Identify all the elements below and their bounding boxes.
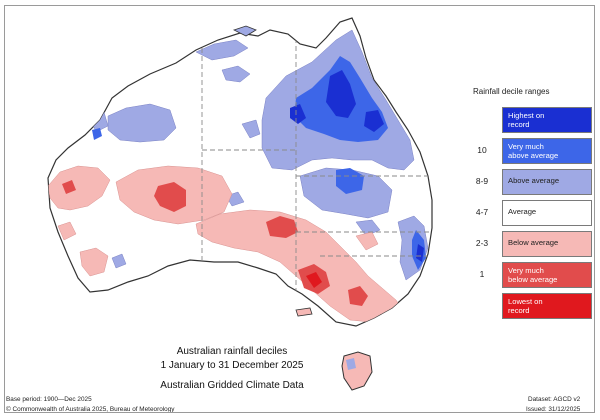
legend-row: 10 Very much above average: [465, 135, 597, 166]
kangaroo-island: [295, 307, 313, 317]
legend-decile-label: 8-9: [475, 176, 489, 186]
legend-swatch: Very much above average: [502, 138, 592, 164]
legend-swatch: Below average: [502, 231, 592, 257]
legend-swatch: Highest on record: [502, 107, 592, 133]
legend-label-line2: below average: [508, 275, 558, 284]
legend-label-line1: Above average: [508, 176, 560, 185]
legend-label-line2: above average: [508, 151, 559, 160]
legend-row: Lowest on record: [465, 290, 597, 321]
map-dataset-name: Australian Gridded Climate Data: [160, 380, 304, 391]
legend-label-line1: Lowest on: [508, 297, 543, 306]
map-title-block: Australian rainfall deciles 1 January to…: [110, 345, 354, 393]
legend-label-line1: Average: [508, 207, 537, 216]
mainland-australia: [47, 17, 433, 327]
legend-label-line1: Highest on: [508, 111, 545, 120]
map-title: Australian rainfall deciles: [176, 346, 288, 357]
melville-island: [232, 25, 257, 37]
base-period: Base period: 1900—Dec 2025: [6, 396, 92, 403]
legend-label-line2: record: [508, 120, 530, 129]
legend-decile-label: 2-3: [475, 238, 489, 248]
dataset-label: Dataset: AGCD v2: [528, 396, 581, 403]
map-period: 1 January to 31 December 2025: [160, 360, 304, 371]
legend: Highest on record 10 Very much above average…: [465, 104, 597, 321]
legend-row: 4-7 Average: [465, 197, 597, 228]
legend-label-line1: Very much: [508, 142, 544, 151]
legend-row: 2-3 Below average: [465, 228, 597, 259]
copyright: © Commonwealth of Australia 2025, Bureau…: [6, 406, 175, 413]
legend-decile-label: 4-7: [475, 207, 489, 217]
legend-swatch: Above average: [502, 169, 592, 195]
very-much-below-average-regions: [62, 180, 368, 306]
legend-title: Rainfall decile ranges: [473, 87, 550, 96]
legend-row: 8-9 Above average: [465, 166, 597, 197]
legend-label-line1: Very much: [508, 266, 544, 275]
state-borders: [201, 30, 432, 300]
legend-swatch: Lowest on record: [502, 293, 592, 319]
issued-date: Issued: 31/12/2025: [526, 406, 581, 413]
highest-on-record-regions: [290, 70, 424, 262]
lowest-on-record-regions: [306, 272, 322, 288]
legend-row: Highest on record: [465, 104, 597, 135]
legend-row: 1 Very much below average: [465, 259, 597, 290]
legend-label-line1: Below average: [508, 238, 559, 247]
legend-swatch: Average: [502, 200, 592, 226]
legend-decile-label: 10: [477, 145, 487, 155]
tasmania-above-average: [346, 358, 356, 370]
legend-label-line2: record: [508, 306, 530, 315]
legend-swatch: Very much below average: [502, 262, 592, 288]
legend-decile-label: 1: [479, 269, 485, 279]
